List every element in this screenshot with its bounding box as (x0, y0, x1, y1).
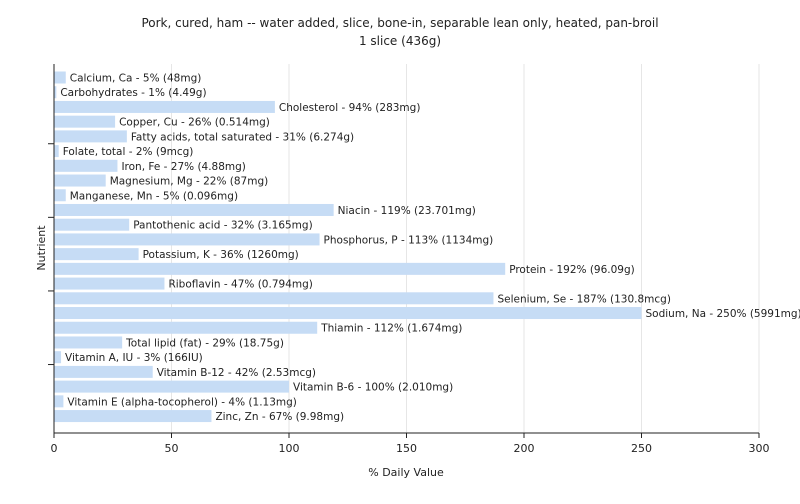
bar (54, 263, 505, 275)
bar-label: Riboflavin - 47% (0.794mg) (168, 279, 312, 291)
bar-label: Manganese, Mn - 5% (0.096mg) (70, 190, 238, 202)
x-tick-label: 200 (514, 442, 535, 455)
bar (54, 233, 320, 245)
bar-label: Total lipid (fat) - 29% (18.75g) (125, 337, 284, 349)
bar (54, 292, 493, 304)
bar (54, 219, 129, 231)
chart-subtitle: 1 slice (436g) (359, 34, 441, 48)
x-tick-label: 50 (165, 442, 179, 455)
chart-title: Pork, cured, ham -- water added, slice, … (141, 16, 658, 30)
bar (54, 381, 289, 393)
x-tick-label: 0 (51, 442, 58, 455)
bar-label: Vitamin A, IU - 3% (166IU) (65, 352, 203, 364)
bar-label: Calcium, Ca - 5% (48mg) (70, 73, 202, 85)
bar-label: Carbohydrates - 1% (4.49g) (60, 87, 206, 99)
y-axis-label: Nutrient (35, 225, 48, 271)
bar-label: Copper, Cu - 26% (0.514mg) (119, 117, 270, 129)
bar (54, 101, 275, 113)
x-tick-label: 300 (749, 442, 770, 455)
x-tick-label: 150 (396, 442, 417, 455)
bar-label: Vitamin B-6 - 100% (2.010mg) (293, 382, 453, 394)
bar (54, 145, 59, 157)
bar-label: Folate, total - 2% (9mcg) (63, 146, 194, 158)
bar-label: Potassium, K - 36% (1260mg) (143, 249, 299, 261)
bar-label: Vitamin B-12 - 42% (2.53mcg) (157, 367, 316, 379)
bar (54, 322, 317, 334)
bar-label: Zinc, Zn - 67% (9.98mg) (215, 411, 344, 423)
bar (54, 204, 334, 216)
bar-label: Niacin - 119% (23.701mg) (338, 205, 476, 217)
bar-label: Cholesterol - 94% (283mg) (279, 102, 421, 114)
bar-label: Iron, Fe - 27% (4.88mg) (121, 161, 245, 173)
bar (54, 248, 139, 260)
bar (54, 175, 106, 187)
bar-label: Phosphorus, P - 113% (1134mg) (324, 234, 494, 246)
bar-label: Protein - 192% (96.09g) (509, 264, 635, 276)
bar-label: Vitamin E (alpha-tocopherol) - 4% (1.13m… (67, 396, 297, 408)
bar (54, 278, 164, 290)
bar (54, 307, 642, 319)
bar-label: Fatty acids, total saturated - 31% (6.27… (131, 131, 354, 143)
bar (54, 410, 211, 422)
bar-label: Sodium, Na - 250% (5991mg) (646, 308, 800, 320)
x-axis-label: % Daily Value (368, 466, 444, 479)
bar (54, 116, 115, 128)
bar-label: Selenium, Se - 187% (130.8mcg) (497, 293, 671, 305)
x-tick-label: 100 (279, 442, 300, 455)
bar-label: Pantothenic acid - 32% (3.165mg) (133, 220, 312, 232)
bar (54, 336, 122, 348)
bar (54, 72, 66, 84)
bar (54, 130, 127, 142)
bar-label: Thiamin - 112% (1.674mg) (320, 323, 462, 335)
bar (54, 189, 66, 201)
x-tick-label: 250 (631, 442, 652, 455)
bar-label: Magnesium, Mg - 22% (87mg) (110, 176, 269, 188)
bars: Calcium, Ca - 5% (48mg) Carbohydrates - 1… (54, 72, 800, 424)
bar (54, 366, 153, 378)
bar (54, 160, 117, 172)
bar (54, 395, 63, 407)
bar (54, 351, 61, 363)
